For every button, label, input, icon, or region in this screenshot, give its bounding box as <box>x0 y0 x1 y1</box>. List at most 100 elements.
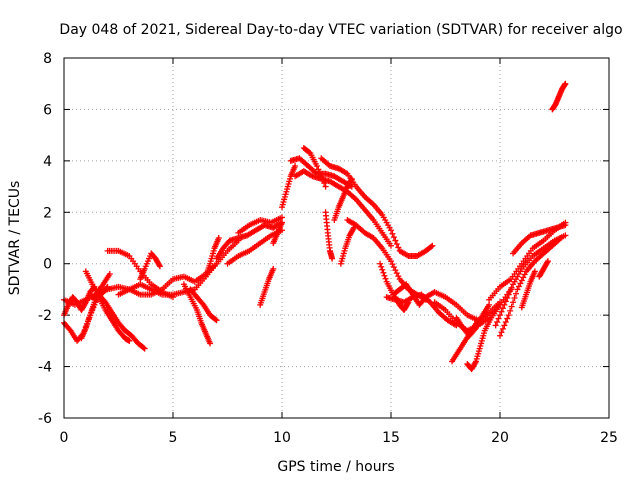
point-marker <box>505 312 512 319</box>
point-marker <box>511 295 518 301</box>
point-marker <box>497 312 503 319</box>
point-marker <box>507 288 514 295</box>
point-marker <box>501 322 508 329</box>
point-marker <box>329 255 336 262</box>
point-marker <box>348 177 355 184</box>
point-marker <box>429 242 436 249</box>
point-marker <box>471 326 478 333</box>
series-arc-17 <box>257 265 277 308</box>
series-arc-40 <box>536 258 551 280</box>
series-arc-25 <box>331 175 355 223</box>
point-marker <box>562 232 569 239</box>
series-arc-34 <box>453 301 493 339</box>
point-marker <box>378 263 385 270</box>
point-marker <box>389 230 396 237</box>
point-marker <box>520 274 527 281</box>
series-arc-41 <box>549 80 569 113</box>
series-arc-22 <box>300 145 329 190</box>
point-marker <box>213 317 220 324</box>
point-marker <box>515 283 522 290</box>
series-arc-30 <box>392 294 412 313</box>
y-tick-label: -4 <box>38 360 52 376</box>
point-marker <box>350 226 357 232</box>
y-tick-label: 0 <box>43 257 52 273</box>
point-marker <box>562 80 569 87</box>
point-marker <box>321 180 328 187</box>
point-marker <box>395 244 402 251</box>
x-tick-label: 0 <box>60 430 69 446</box>
point-marker <box>140 344 147 351</box>
point-marker <box>270 265 277 272</box>
point-marker <box>521 271 528 278</box>
point-marker <box>390 234 397 241</box>
point-marker <box>126 337 133 344</box>
data-points <box>61 80 569 373</box>
x-tick-label: 10 <box>273 430 291 446</box>
series-arc-7 <box>93 271 113 298</box>
point-marker <box>486 301 493 308</box>
point-marker <box>498 329 505 336</box>
point-marker <box>518 277 525 284</box>
point-marker <box>492 322 499 329</box>
point-marker <box>292 163 299 169</box>
point-marker <box>504 315 511 322</box>
point-marker <box>514 286 521 293</box>
y-tick-label: 6 <box>43 102 52 118</box>
point-marker <box>377 260 384 267</box>
point-marker <box>499 305 506 312</box>
series-arc-10 <box>137 250 163 283</box>
point-marker <box>381 272 388 279</box>
point-marker <box>562 222 569 229</box>
point-marker <box>388 242 394 249</box>
point-marker <box>215 235 222 241</box>
series-arc-18 <box>270 219 285 247</box>
point-marker <box>156 263 163 270</box>
point-marker <box>502 298 509 305</box>
series-arc-16 <box>235 214 285 236</box>
y-tick-label: -2 <box>38 308 52 324</box>
y-tick-label: 2 <box>43 205 52 221</box>
point-marker <box>348 175 355 182</box>
series-arc-11 <box>180 281 214 347</box>
point-marker <box>156 262 163 268</box>
series-arc-27 <box>344 217 429 303</box>
point-marker <box>498 308 505 315</box>
series-arc-12 <box>187 286 220 324</box>
series-arc-6 <box>89 291 148 352</box>
point-marker <box>141 345 148 352</box>
point-marker <box>472 359 479 366</box>
point-marker <box>505 291 512 298</box>
point-marker <box>501 301 508 308</box>
point-marker <box>558 235 565 241</box>
y-tick-label: 8 <box>43 51 52 67</box>
point-marker <box>544 259 551 266</box>
point-marker <box>392 237 399 244</box>
point-marker <box>531 268 538 275</box>
point-marker <box>495 315 502 322</box>
series-arc-19 <box>279 163 299 211</box>
y-tick-label: -6 <box>38 411 52 427</box>
point-marker <box>510 299 517 306</box>
x-tick-label: 15 <box>382 430 400 446</box>
series-arc-26 <box>337 224 357 267</box>
y-axis-label: SDTVAR / TECUs <box>7 181 23 296</box>
series-arc-28 <box>377 260 503 324</box>
point-marker <box>212 316 219 323</box>
point-marker <box>504 295 511 301</box>
series-arc-38 <box>510 222 569 257</box>
point-marker <box>404 300 411 307</box>
series-arc-23 <box>318 155 436 259</box>
point-marker <box>106 271 113 277</box>
point-marker <box>315 166 322 173</box>
series-arc-36 <box>492 232 569 329</box>
series-arc-13 <box>202 235 222 280</box>
chart-title: Day 048 of 2021, Sidereal Day-to-day VTE… <box>59 22 622 38</box>
series-arc-39 <box>518 268 538 311</box>
plot-frame <box>63 57 610 419</box>
point-marker <box>279 219 285 226</box>
point-marker <box>319 176 326 183</box>
point-marker <box>382 275 389 282</box>
point-marker <box>544 258 551 265</box>
point-marker <box>405 299 412 306</box>
